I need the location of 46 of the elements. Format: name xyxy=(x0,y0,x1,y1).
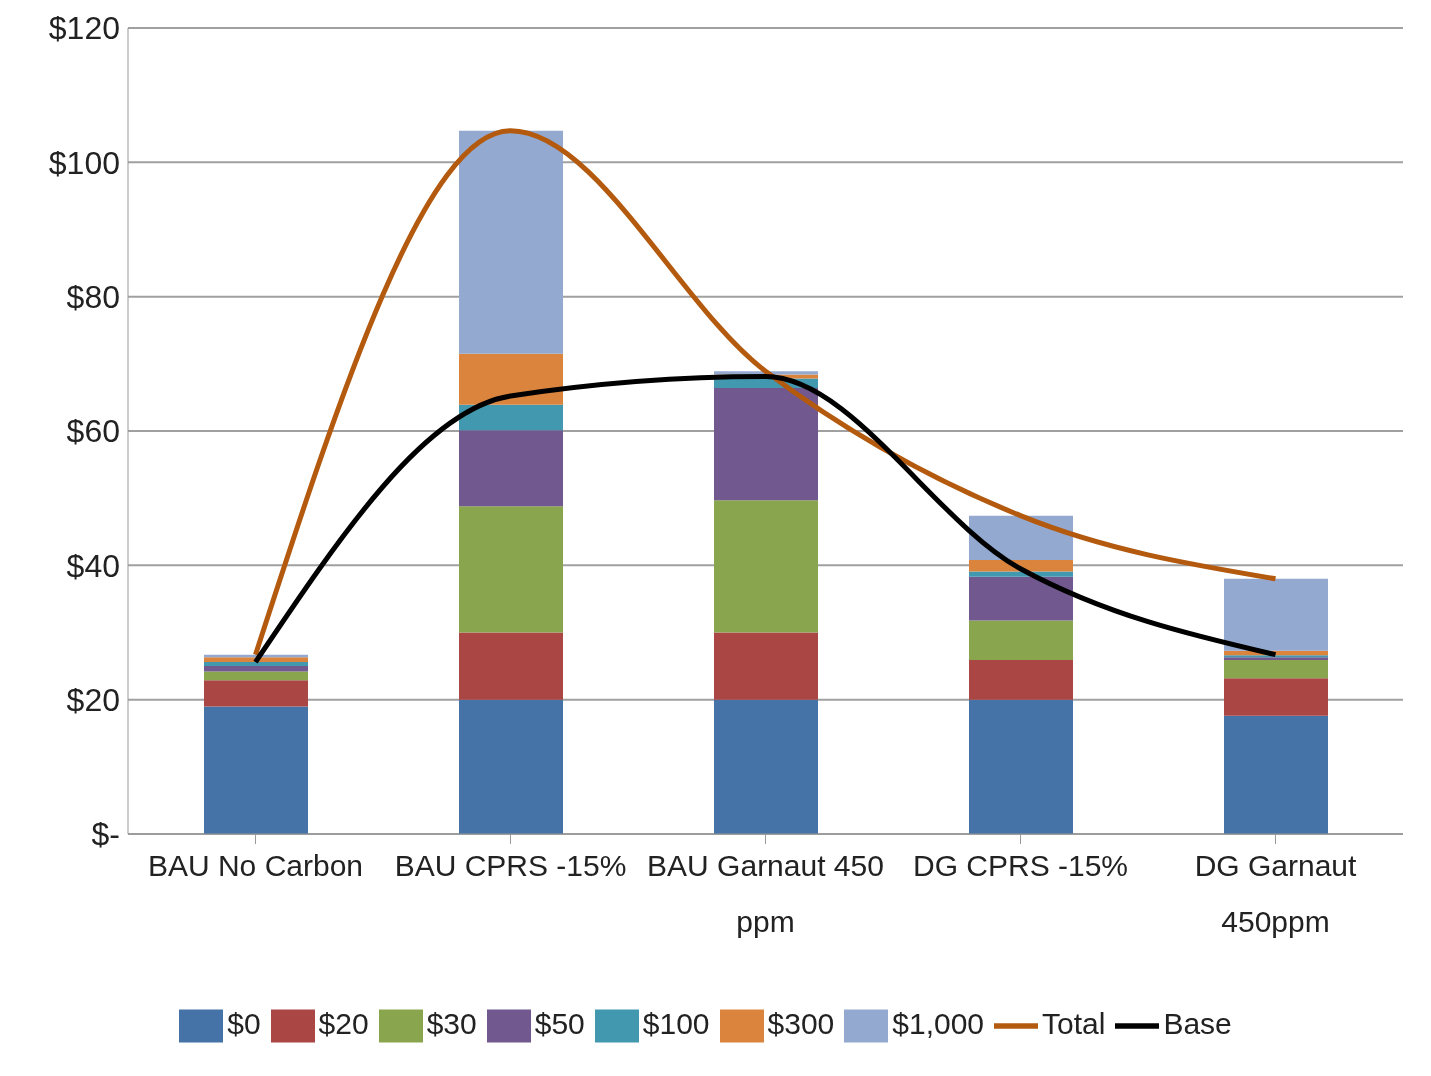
bar xyxy=(1224,715,1328,834)
bar xyxy=(459,130,563,354)
bar xyxy=(1224,678,1328,716)
y-tick-label: $60 xyxy=(66,413,120,450)
bar xyxy=(1224,578,1328,651)
bar xyxy=(204,666,308,672)
x-tick-label: BAU CPRS -15% xyxy=(394,849,627,882)
legend-label: $30 xyxy=(426,1006,477,1040)
bar xyxy=(204,706,308,834)
y-tick-label: $40 xyxy=(66,547,120,584)
legend-label: Total xyxy=(1042,1006,1106,1040)
legend-label: $300 xyxy=(767,1006,835,1040)
bar xyxy=(969,620,1073,661)
y-tick-label: $- xyxy=(91,816,120,853)
bar xyxy=(1224,660,1328,679)
bar xyxy=(459,506,563,633)
x-tick-label: DG CPRS -15% xyxy=(912,849,1129,882)
legend-label: Base xyxy=(1163,1006,1232,1040)
bar xyxy=(459,430,563,507)
x-tick-label: DG Garnaut 450ppm xyxy=(1194,849,1358,938)
bar xyxy=(969,576,1073,621)
bar xyxy=(714,699,818,834)
legend-label: $20 xyxy=(318,1006,369,1040)
bar xyxy=(714,388,818,501)
legend-label: $1,000 xyxy=(892,1006,985,1040)
bar xyxy=(459,632,563,700)
bar xyxy=(204,680,308,707)
y-tick-label: $120 xyxy=(48,10,120,47)
bar xyxy=(204,657,308,663)
bar xyxy=(459,404,563,431)
bar xyxy=(714,500,818,633)
legend-label: $50 xyxy=(534,1006,585,1040)
y-tick-label: $20 xyxy=(66,682,120,719)
x-tick-label: BAU No Carbon xyxy=(147,849,364,882)
bar xyxy=(969,660,1073,700)
legend-label: $100 xyxy=(642,1006,710,1040)
x-tick-label: BAU Garnaut 450 ppm xyxy=(647,849,884,938)
bar xyxy=(459,353,563,405)
bar xyxy=(969,699,1073,834)
y-tick-label: $100 xyxy=(48,144,120,181)
legend-label: $0 xyxy=(227,1006,261,1040)
y-tick-label: $80 xyxy=(66,279,120,316)
bar xyxy=(204,671,308,681)
bar xyxy=(714,632,818,700)
bar xyxy=(459,699,563,834)
bar xyxy=(204,662,308,667)
